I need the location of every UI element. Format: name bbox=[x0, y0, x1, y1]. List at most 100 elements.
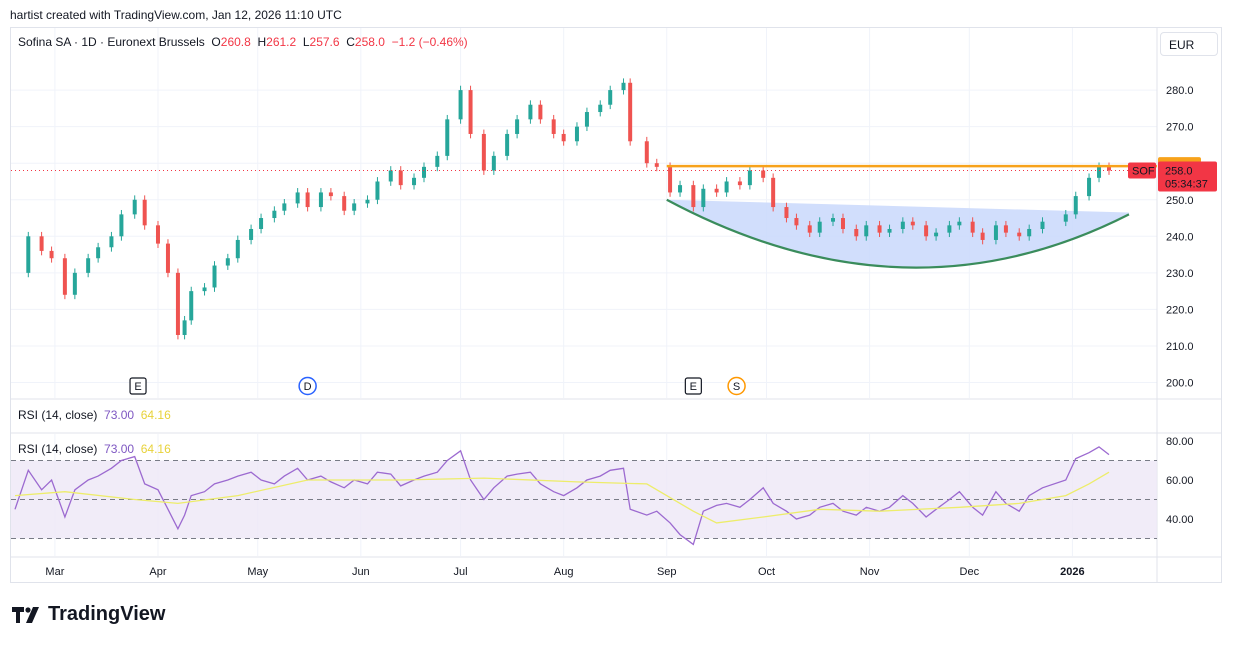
candle-body bbox=[155, 225, 160, 244]
candle-body bbox=[771, 177, 776, 208]
time-tick-label: Mar bbox=[45, 566, 64, 578]
candle-body bbox=[398, 170, 403, 186]
ticker-badge bbox=[1128, 162, 1156, 179]
candle-body bbox=[422, 166, 427, 178]
candle-body bbox=[621, 82, 626, 91]
candle-body bbox=[970, 221, 975, 233]
rsi-ma-value: 64.16 bbox=[140, 408, 171, 422]
candle-body bbox=[980, 232, 985, 240]
candle-body bbox=[26, 236, 31, 273]
candle-body bbox=[574, 126, 579, 142]
dividend-marker-label: D bbox=[304, 381, 312, 393]
candle-body bbox=[62, 258, 67, 295]
candle-body bbox=[561, 133, 566, 142]
candle-body bbox=[794, 218, 799, 226]
time-tick-label: Apr bbox=[149, 566, 166, 578]
candle-body bbox=[72, 272, 77, 295]
rsi-value: 73.00 bbox=[104, 442, 135, 456]
candle-body bbox=[445, 119, 450, 156]
candle-body bbox=[142, 199, 147, 226]
rsi-ma-line bbox=[14, 471, 1110, 524]
time-tick-label: Nov bbox=[860, 566, 880, 578]
close-label: C bbox=[346, 35, 355, 49]
candle-body bbox=[1027, 228, 1032, 237]
rsi-tick-label: 80.00 bbox=[1166, 436, 1194, 448]
high-value: 261.2 bbox=[266, 35, 297, 49]
rsi-legend[interactable]: RSI (14, close) 73.00 64.16 bbox=[18, 442, 171, 456]
candle-body bbox=[305, 192, 310, 208]
candle-body bbox=[1073, 196, 1078, 215]
cup-pattern-fill bbox=[666, 199, 1129, 268]
candle-body bbox=[714, 188, 719, 193]
candle-body bbox=[318, 192, 323, 208]
high-label: H bbox=[257, 35, 267, 49]
candle-body bbox=[784, 207, 789, 219]
candle-body bbox=[282, 203, 287, 211]
candle-body bbox=[840, 218, 845, 229]
candle-body bbox=[365, 199, 370, 204]
time-tick-label: Jul bbox=[454, 566, 468, 578]
candle-body bbox=[644, 141, 649, 164]
candle-body bbox=[701, 188, 706, 208]
candle-body bbox=[864, 225, 869, 237]
candle-body bbox=[272, 210, 277, 219]
candle-body bbox=[628, 82, 633, 142]
candle-body bbox=[175, 272, 180, 335]
earnings-marker-icon bbox=[684, 377, 702, 395]
candle-body bbox=[668, 166, 673, 193]
candle-body bbox=[235, 239, 240, 259]
symbol-legend: Sofina SA · 1D · Euronext Brussels O260.… bbox=[18, 35, 468, 49]
tradingview-logo[interactable]: TradingView bbox=[12, 603, 165, 626]
candle-body bbox=[910, 221, 915, 226]
candle-body bbox=[352, 203, 357, 211]
candle-body bbox=[515, 119, 520, 134]
candle-body bbox=[654, 163, 659, 167]
candle-body bbox=[259, 218, 264, 229]
time-tick-label: Sep bbox=[657, 566, 677, 578]
candle-body bbox=[831, 218, 836, 222]
low-value: 257.6 bbox=[309, 35, 340, 49]
rsi-label: RSI (14, close) bbox=[18, 408, 98, 422]
close-value: 258.0 bbox=[354, 35, 385, 49]
candle-body bbox=[817, 221, 822, 233]
candle-body bbox=[109, 236, 114, 248]
candle-body bbox=[435, 155, 440, 167]
earnings-marker-label: E bbox=[134, 381, 141, 393]
candle-body bbox=[538, 104, 543, 120]
rsi-tick-label: 40.00 bbox=[1166, 514, 1194, 526]
dividend-marker-icon bbox=[298, 376, 317, 396]
tradingview-logo-icon bbox=[12, 606, 39, 623]
earnings-marker-label: E bbox=[690, 381, 697, 393]
candle-body bbox=[584, 112, 589, 127]
time-tick-label: 2026 bbox=[1060, 566, 1084, 578]
time-tick-label: Dec bbox=[960, 566, 980, 578]
candle-body bbox=[39, 236, 44, 251]
symbol-name: Sofina SA · 1D · Euronext Brussels bbox=[18, 35, 205, 49]
candle-body bbox=[1087, 177, 1092, 197]
rsi-ma-value: 64.16 bbox=[140, 442, 171, 456]
rsi-tick-label: 60.00 bbox=[1166, 475, 1194, 487]
price-tick-label: 220.0 bbox=[1166, 304, 1194, 316]
candle-body bbox=[388, 170, 393, 182]
open-label: O bbox=[211, 35, 221, 49]
rsi-legend-collapsed[interactable]: RSI (14, close) 73.00 64.16 bbox=[18, 408, 171, 422]
candle-body bbox=[342, 196, 347, 211]
time-tick-label: Jun bbox=[352, 566, 370, 578]
candle-body bbox=[132, 199, 137, 215]
candle-body bbox=[249, 228, 254, 240]
price-tick-label: 200.0 bbox=[1166, 378, 1194, 390]
cup-arc-line bbox=[666, 198, 1130, 269]
candle-body bbox=[375, 181, 380, 200]
time-tick-label: Oct bbox=[758, 566, 775, 578]
candle-body bbox=[505, 133, 510, 156]
candle-body bbox=[747, 170, 752, 186]
currency-selector[interactable]: EUR bbox=[1160, 32, 1218, 56]
split-marker-icon bbox=[727, 376, 746, 396]
candle-body bbox=[807, 225, 812, 233]
candle-body bbox=[877, 225, 882, 233]
candle-body bbox=[1107, 166, 1111, 171]
candle-body bbox=[212, 265, 217, 288]
countdown-label: 05:34:37 bbox=[1165, 179, 1208, 191]
candle-body bbox=[1063, 214, 1068, 222]
